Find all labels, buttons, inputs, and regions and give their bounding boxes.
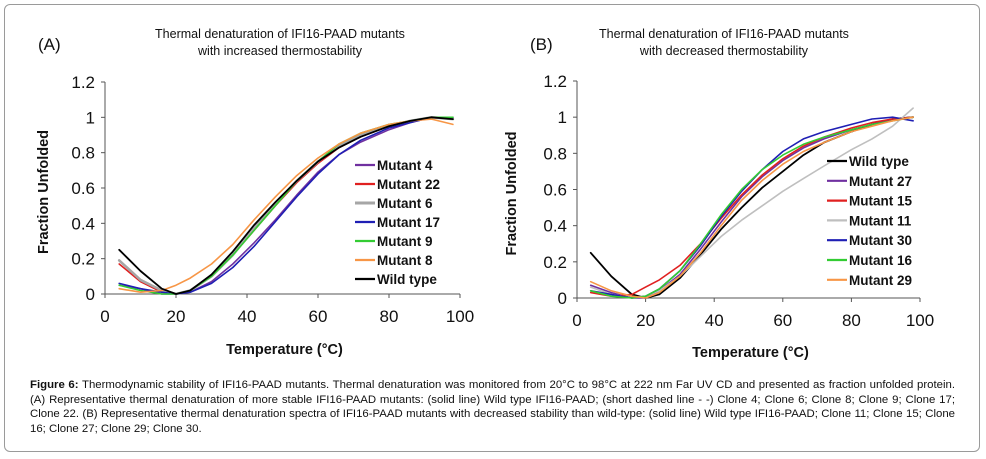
chart-legend: Wild type Mutant 27 Mutant 15 Mutant 11 Muta… <box>827 154 912 288</box>
y-tick-label: 0.6 <box>71 179 95 198</box>
y-tick-label: 0.4 <box>71 214 95 233</box>
y-tick-label: 0.2 <box>543 253 567 272</box>
x-tick-label: 20 <box>636 311 655 330</box>
figure-caption: Figure 6: Thermodynamic stability of IFI… <box>30 378 955 436</box>
legend-label: Mutant 16 <box>849 253 912 268</box>
y-tick-label: 0.6 <box>543 181 567 200</box>
y-tick-label: 1.2 <box>543 72 567 91</box>
x-tick-label: 100 <box>906 311 934 330</box>
chart-panel-a: (A) Thermal denaturation of IFI16-PAAD mu… <box>36 27 474 358</box>
legend-label: Mutant 17 <box>377 215 440 230</box>
figure-charts: (A) Thermal denaturation of IFI16-PAAD mu… <box>36 27 934 361</box>
legend-label: Wild type <box>377 272 437 287</box>
caption-label: Figure 6: <box>30 379 79 391</box>
chart-legend: Mutant 4 Mutant 22 Mutant 6 Mutant 17 Mutant… <box>355 158 440 287</box>
y-axis-label: Fraction Unfolded <box>504 131 520 255</box>
y-tick-label: 0 <box>86 285 95 304</box>
series-line-mutant-15 <box>589 116 914 298</box>
legend-label: Wild type <box>849 154 909 169</box>
x-axis-label: Temperature (°C) <box>226 342 343 358</box>
y-tick-label: 0.8 <box>71 144 95 163</box>
x-tick-label: 40 <box>238 307 257 326</box>
x-tick-label: 80 <box>380 307 399 326</box>
x-tick-label: 0 <box>572 311 581 330</box>
x-axis-label: Temperature (°C) <box>692 345 809 361</box>
legend-label: Mutant 29 <box>849 273 912 288</box>
y-tick-label: 1 <box>558 108 567 127</box>
legend-label: Mutant 11 <box>849 213 912 228</box>
figure-frame <box>4 4 980 452</box>
legend-label: Mutant 8 <box>377 253 433 268</box>
legend-label: Mutant 27 <box>849 174 912 189</box>
series-line-mutant-8 <box>118 118 454 294</box>
legend-label: Mutant 4 <box>377 158 433 173</box>
y-tick-label: 1 <box>86 108 95 127</box>
panel-label: (B) <box>530 35 553 54</box>
legend-label: Mutant 9 <box>377 234 433 249</box>
x-tick-label: 40 <box>705 311 724 330</box>
legend-label: Mutant 22 <box>377 177 440 192</box>
chart-panel-b: (B) Thermal denaturation of IFI16-PAAD mu… <box>504 27 934 361</box>
chart-title-line: Thermal denaturation of IFI16-PAAD mutan… <box>155 27 405 41</box>
x-tick-label: 100 <box>446 307 474 326</box>
x-tick-label: 0 <box>100 307 109 326</box>
y-tick-label: 0.2 <box>71 250 95 269</box>
x-tick-label: 60 <box>773 311 792 330</box>
y-tick-label: 0.8 <box>543 144 567 163</box>
y-tick-label: 0 <box>558 289 567 308</box>
legend-label: Mutant 30 <box>849 233 912 248</box>
y-axis-label: Fraction Unfolded <box>36 130 52 254</box>
caption-text: Thermodynamic stability of IFI16-PAAD mu… <box>30 379 955 435</box>
legend-label: Mutant 6 <box>377 196 433 211</box>
series-line-wild-type <box>118 116 454 295</box>
x-tick-label: 80 <box>842 311 861 330</box>
legend-label: Mutant 15 <box>849 194 912 209</box>
x-tick-label: 60 <box>309 307 328 326</box>
y-tick-label: 0.4 <box>543 217 567 236</box>
x-tick-label: 20 <box>167 307 186 326</box>
chart-title-line: with decreased thermostability <box>639 44 809 58</box>
series-line-mutant-29 <box>589 116 914 299</box>
y-tick-label: 1.2 <box>71 73 95 92</box>
panel-label: (A) <box>38 35 61 54</box>
chart-title-line: with increased thermostability <box>197 44 363 58</box>
chart-title-line: Thermal denaturation of IFI16-PAAD mutan… <box>599 27 849 41</box>
